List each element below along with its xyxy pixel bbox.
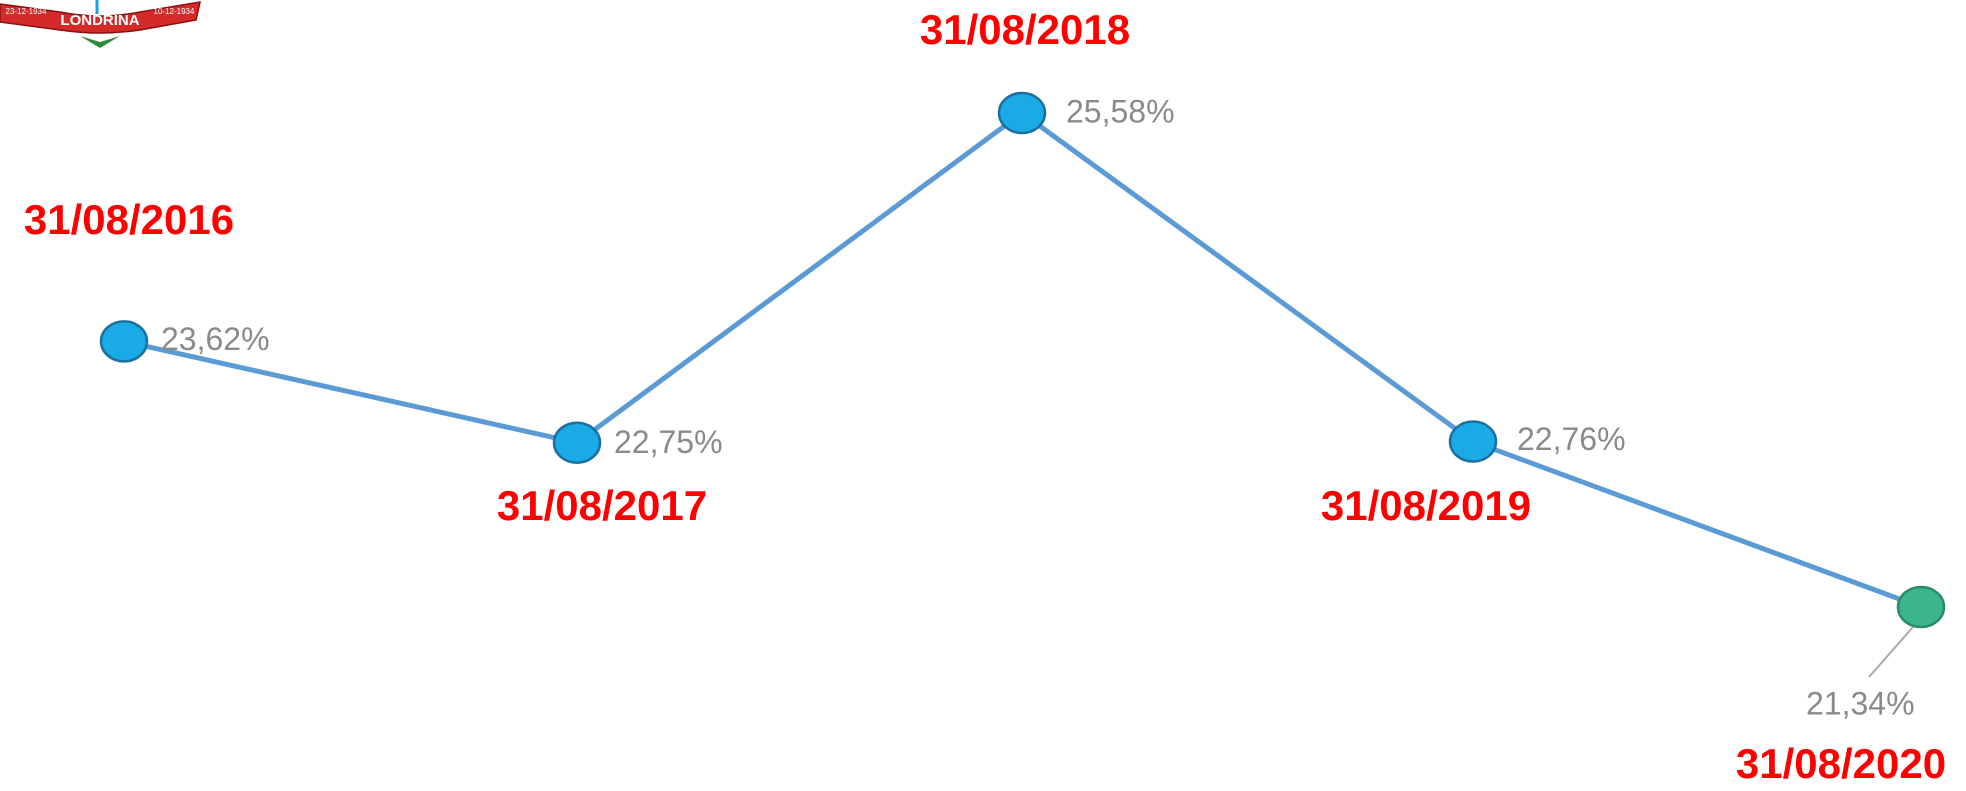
logo-text: LONDRINA [60, 12, 139, 29]
value-label: 21,34% [1806, 685, 1915, 721]
marker [99, 320, 149, 363]
marker [1448, 420, 1498, 463]
logo-banner [0, 1, 201, 34]
marker [997, 91, 1047, 135]
value-label: 22,75% [614, 424, 723, 460]
category-label: 31/08/2017 [497, 482, 707, 529]
line [123, 109, 1922, 610]
value-label: 22,76% [1517, 421, 1626, 457]
logo-date: 23-12-1934 [6, 7, 47, 16]
value-label: 23,62% [161, 321, 270, 357]
marker [1896, 585, 1946, 629]
value-label: 25,58% [1066, 93, 1175, 129]
logo-date: 10-12-1934 [154, 7, 195, 16]
logo: LONDRINA 23-12-1934 10-12-1934 [0, 0, 201, 48]
marker [552, 421, 602, 464]
logo-leaf [80, 36, 120, 48]
leader-line [1868, 626, 1914, 678]
category-label: 31/08/2020 [1736, 740, 1946, 787]
category-label: 31/08/2019 [1321, 482, 1531, 529]
category-label: 31/08/2016 [24, 196, 234, 243]
category-label: 31/08/2018 [920, 6, 1130, 53]
